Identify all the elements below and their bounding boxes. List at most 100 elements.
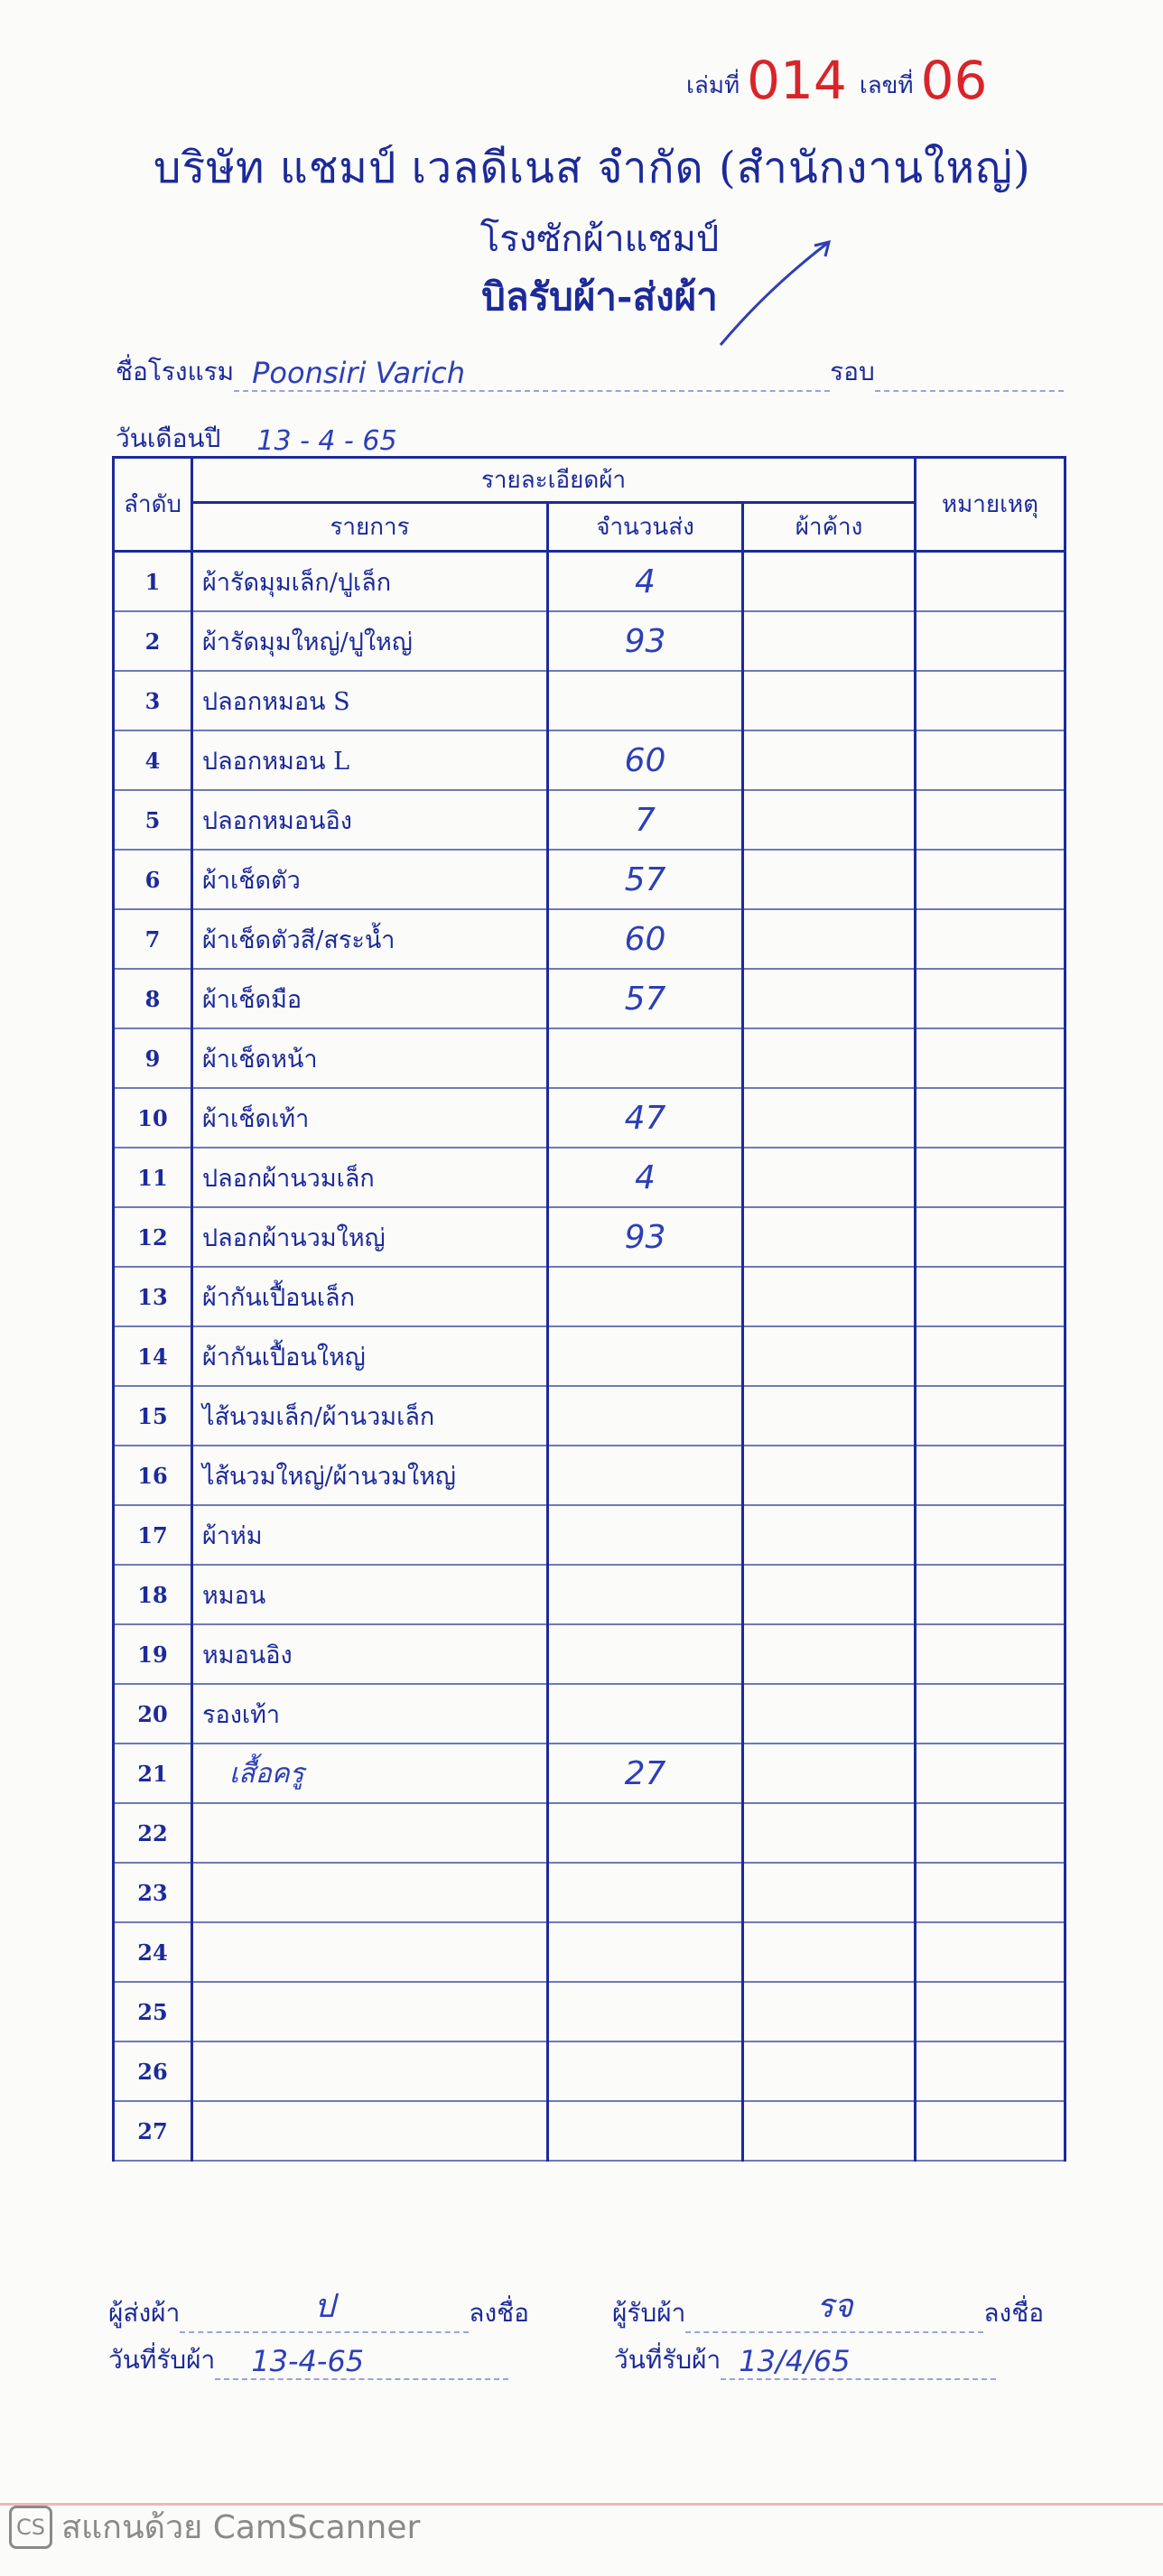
row-remark[interactable] [914,1623,1067,1685]
row-remark[interactable] [914,1087,1067,1149]
row-pending[interactable] [740,789,917,851]
row-item[interactable]: ผ้ากันเปื้อนเล็ก [191,1266,549,1327]
row-pending[interactable] [740,1206,917,1268]
row-item[interactable] [191,1802,549,1864]
row-pending[interactable] [740,968,917,1029]
row-item[interactable]: รองเท้า [191,1683,549,1744]
row-remark[interactable] [914,1385,1067,1446]
row-remark[interactable] [914,1743,1067,1804]
round-field[interactable] [874,363,1064,392]
row-pending[interactable] [740,610,917,672]
row-remark[interactable] [914,908,1067,970]
row-remark[interactable] [914,550,1067,612]
row-pending[interactable] [740,1385,917,1446]
row-qty[interactable] [546,1504,744,1566]
row-item[interactable] [191,1862,549,1923]
row-remark[interactable] [914,1206,1067,1268]
row-qty[interactable] [546,1266,744,1327]
row-item[interactable]: ผ้าเช็ดเท้า [191,1087,549,1149]
row-qty[interactable] [546,1325,744,1387]
row-pending[interactable] [740,1862,917,1923]
row-pending[interactable] [740,1981,917,2042]
row-item[interactable] [191,2041,549,2102]
row-remark[interactable] [914,1981,1067,2042]
row-pending[interactable] [740,1028,917,1089]
row-remark[interactable] [914,1683,1067,1744]
receiver-signature-field[interactable]: รจ [685,2280,984,2333]
row-pending[interactable] [740,1445,917,1506]
row-remark[interactable] [914,1504,1067,1566]
sender-date-field[interactable]: 13-4-65 [215,2344,509,2380]
row-remark[interactable] [914,1325,1067,1387]
row-item[interactable]: ปลอกหมอนอิง [191,789,549,851]
date-field[interactable]: 13 - 4 - 65 [220,425,1064,459]
row-qty[interactable] [546,1028,744,1089]
row-item[interactable]: ผ้าเช็ดตัว [191,849,549,910]
row-item[interactable]: หมอน [191,1564,549,1625]
row-remark[interactable] [914,670,1067,731]
row-pending[interactable] [740,1802,917,1864]
row-remark[interactable] [914,2041,1067,2102]
row-pending[interactable] [740,550,917,612]
row-qty[interactable]: 4 [546,1147,744,1208]
row-pending[interactable] [740,1743,917,1804]
row-item[interactable]: ปลอกหมอน S [191,670,549,731]
row-qty[interactable]: 93 [546,610,744,672]
row-pending[interactable] [740,1623,917,1685]
row-remark[interactable] [914,849,1067,910]
row-remark[interactable] [914,610,1067,672]
row-qty[interactable] [546,2041,744,2102]
row-item[interactable]: ผ้ารัดมุมใหญ่/ปูใหญ่ [191,610,549,672]
row-pending[interactable] [740,670,917,731]
row-qty[interactable]: 60 [546,730,744,791]
row-qty[interactable] [546,2100,744,2162]
row-item[interactable]: ไส้นวมใหญ่/ผ้านวมใหญ่ [191,1445,549,1506]
row-pending[interactable] [740,1683,917,1744]
row-qty[interactable] [546,1683,744,1744]
row-item[interactable]: ไส้นวมเล็ก/ผ้านวมเล็ก [191,1385,549,1446]
row-remark[interactable] [914,1802,1067,1864]
row-pending[interactable] [740,1564,917,1625]
row-qty[interactable]: 57 [546,849,744,910]
row-qty[interactable]: 47 [546,1087,744,1149]
row-qty[interactable] [546,1921,744,1983]
row-item[interactable]: ผ้าเช็ดหน้า [191,1028,549,1089]
row-pending[interactable] [740,908,917,970]
row-item[interactable]: ผ้ากันเปื้อนใหญ่ [191,1325,549,1387]
hotel-name-field[interactable]: Poonsiri Varich [234,356,831,392]
sender-signature-field[interactable]: ป [180,2280,470,2333]
row-qty[interactable]: 60 [546,908,744,970]
row-item[interactable]: เสื้อครู [191,1743,549,1804]
row-pending[interactable] [740,1266,917,1327]
row-remark[interactable] [914,1862,1067,1923]
receiver-date-field[interactable]: 13/4/65 [721,2344,997,2380]
row-qty[interactable] [546,1385,744,1446]
row-item[interactable]: ผ้าห่ม [191,1504,549,1566]
row-remark[interactable] [914,789,1067,851]
row-qty[interactable] [546,1981,744,2042]
row-item[interactable]: ผ้ารัดมุมเล็ก/ปูเล็ก [191,550,549,612]
row-remark[interactable] [914,1921,1067,1983]
row-pending[interactable] [740,2041,917,2102]
row-qty[interactable]: 93 [546,1206,744,1268]
row-pending[interactable] [740,1325,917,1387]
row-item[interactable] [191,2100,549,2162]
row-remark[interactable] [914,1147,1067,1208]
row-qty[interactable] [546,1623,744,1685]
row-remark[interactable] [914,1028,1067,1089]
row-remark[interactable] [914,730,1067,791]
row-qty[interactable]: 27 [546,1743,744,1804]
row-item[interactable]: ปลอกหมอน L [191,730,549,791]
row-qty[interactable] [546,1564,744,1625]
row-item[interactable]: หมอนอิง [191,1623,549,1685]
row-remark[interactable] [914,1445,1067,1506]
row-item[interactable] [191,1981,549,2042]
row-qty[interactable]: 7 [546,789,744,851]
row-pending[interactable] [740,1147,917,1208]
row-remark[interactable] [914,2100,1067,2162]
row-qty[interactable] [546,1862,744,1923]
row-item[interactable]: ผ้าเช็ดมือ [191,968,549,1029]
row-pending[interactable] [740,730,917,791]
row-item[interactable]: ปลอกผ้านวมใหญ่ [191,1206,549,1268]
row-qty[interactable] [546,1445,744,1506]
